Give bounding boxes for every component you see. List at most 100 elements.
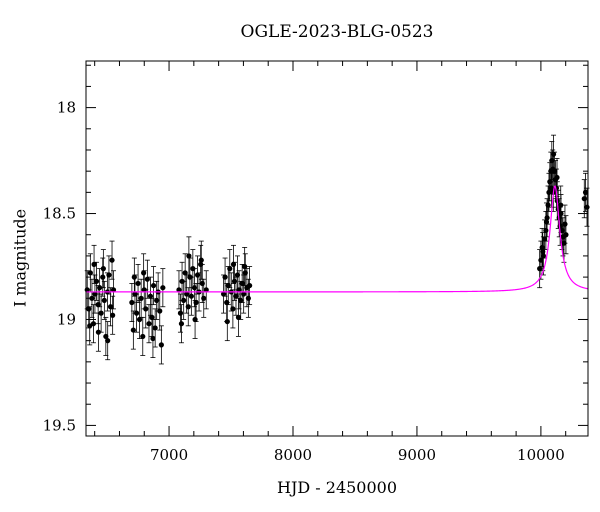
data-point — [158, 342, 164, 348]
axis-ticks — [86, 61, 588, 436]
data-point — [132, 291, 138, 297]
data-point — [558, 202, 564, 208]
data-point — [544, 215, 550, 221]
data-point — [540, 253, 546, 259]
data-point — [95, 329, 101, 335]
data-point — [150, 282, 157, 289]
data-point — [93, 278, 100, 284]
data-point — [198, 257, 204, 263]
data-point — [149, 314, 155, 320]
model-curve — [86, 185, 588, 293]
data-point — [143, 306, 149, 312]
y-tick-label: 19.5 — [43, 416, 76, 434]
data-point — [100, 274, 106, 280]
data-point — [558, 210, 564, 217]
data-point — [144, 276, 150, 282]
data-point — [182, 270, 188, 276]
data-point — [203, 287, 209, 293]
data-point — [247, 282, 253, 289]
data-point — [199, 280, 205, 287]
x-tick-label: 10000 — [517, 446, 565, 464]
data-point — [241, 291, 247, 297]
data-point — [563, 232, 569, 238]
data-point — [546, 189, 552, 195]
y-tick-label: 18.5 — [43, 205, 76, 223]
data-point — [543, 227, 549, 234]
data-point — [543, 219, 550, 225]
data-point — [191, 285, 198, 291]
data-point — [238, 297, 244, 304]
x-axis-label: HJD - 2450000 — [276, 478, 398, 497]
data-point — [542, 236, 548, 242]
data-point — [201, 295, 207, 301]
data-point — [107, 304, 114, 310]
data-point — [133, 310, 140, 316]
data-point — [106, 272, 112, 278]
data-point — [179, 278, 185, 284]
data-point — [562, 221, 568, 227]
data-point — [141, 270, 147, 276]
x-tick-label: 8000 — [274, 446, 312, 464]
data-point — [224, 299, 230, 306]
tick-labels: 7000 8000 9000 10000 18 18.5 19 19.5 — [43, 99, 565, 464]
plot-frame — [85, 60, 589, 437]
data-point — [245, 295, 251, 301]
data-point — [239, 280, 245, 287]
data-point — [178, 321, 185, 327]
y-tick-label: 19 — [57, 310, 76, 328]
data-point — [130, 327, 136, 333]
data-point — [177, 310, 184, 316]
data-point — [193, 299, 199, 306]
data-point — [110, 312, 116, 318]
data-point — [538, 257, 544, 263]
data-point — [141, 287, 147, 293]
data-point — [231, 278, 238, 284]
data-point — [554, 174, 560, 181]
x-tick-label: 9000 — [398, 446, 436, 464]
data-point — [160, 285, 166, 291]
data-point — [537, 266, 543, 272]
data-point — [152, 325, 158, 331]
data-point — [138, 295, 144, 301]
data-point — [187, 274, 193, 280]
data-point — [98, 310, 104, 316]
data-point — [91, 261, 97, 267]
data-point — [86, 306, 92, 312]
data-point — [545, 202, 551, 208]
data-point — [135, 280, 141, 287]
x-tick-label: 7000 — [150, 446, 188, 464]
data-point — [176, 287, 182, 293]
data-point — [147, 293, 154, 299]
data-point — [559, 227, 565, 234]
data-point — [581, 196, 587, 202]
data-point — [103, 333, 109, 340]
data-point — [109, 257, 115, 263]
data-point — [110, 287, 117, 293]
data-point — [87, 323, 93, 329]
data-point — [550, 151, 557, 157]
data-point — [87, 270, 93, 276]
chart-title: OGLE-2023-BLG-0523 — [240, 22, 434, 42]
data-point — [129, 299, 135, 306]
error-bars — [84, 134, 590, 365]
data-point — [548, 185, 555, 191]
data-point — [222, 274, 228, 280]
data-point — [185, 304, 191, 310]
data-point — [181, 297, 187, 304]
data-point — [105, 338, 111, 344]
data-point — [97, 285, 103, 291]
data-point — [584, 204, 590, 210]
data-point — [157, 308, 163, 314]
data-point — [194, 272, 201, 278]
data-point — [230, 261, 237, 267]
data-point — [184, 291, 190, 297]
data-point — [150, 335, 156, 342]
data-point — [225, 282, 231, 289]
data-point — [186, 253, 192, 259]
data-point — [561, 240, 567, 246]
y-tick-label: 18 — [57, 99, 76, 117]
data-point — [154, 297, 160, 304]
data-points — [84, 151, 590, 348]
data-point — [539, 244, 545, 251]
